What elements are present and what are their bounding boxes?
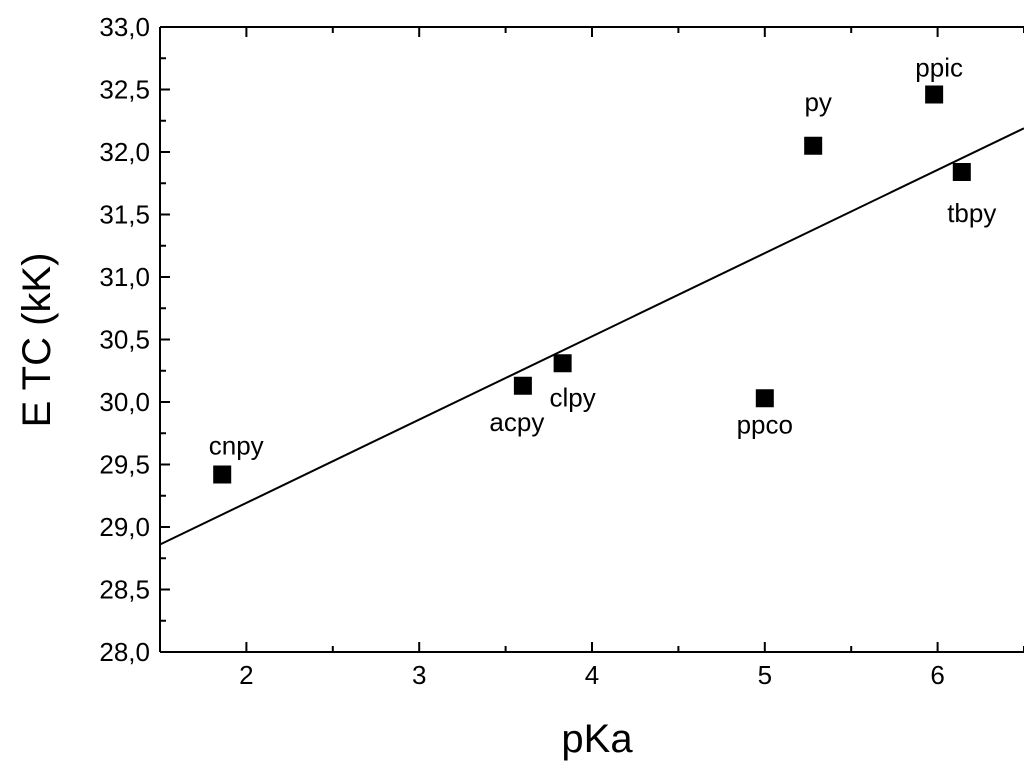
- x-axis-title: pKa: [561, 717, 633, 761]
- axis-ticks: 2 3 4 5 6 28,0 28,5 29,0 29,5 30,0 30,5 31,0 31,5 32,…: [99, 12, 1024, 690]
- y-tick-label: 32,5: [99, 75, 150, 105]
- point-label-ppic: ppic: [915, 53, 963, 83]
- y-tick-label: 29,0: [99, 512, 150, 542]
- y-tick-label: 28,0: [99, 637, 150, 667]
- data-point-acpy: [513, 376, 532, 395]
- point-label-tbpy: tbpy: [947, 198, 996, 228]
- y-axis-title: E TC (kK): [15, 253, 59, 428]
- point-label-acpy: acpy: [489, 407, 544, 437]
- y-tick-label: 29,5: [99, 450, 150, 480]
- x-tick-label: 5: [758, 660, 772, 690]
- y-tick-label: 30,0: [99, 387, 150, 417]
- data-point-py: [804, 136, 823, 155]
- data-points: [213, 85, 971, 484]
- data-point-ppco: [755, 389, 774, 408]
- point-label-ppco: ppco: [737, 409, 793, 439]
- x-tick-label: 6: [930, 660, 944, 690]
- data-point-tbpy: [952, 163, 971, 181]
- y-tick-label: 28,5: [99, 575, 150, 605]
- y-tick-label: 32,0: [99, 137, 150, 167]
- data-point-ppic: [925, 85, 944, 104]
- plot-frame: [159, 26, 1024, 653]
- y-tick-label: 31,5: [99, 200, 150, 230]
- y-tick-label: 30,5: [99, 325, 150, 355]
- fit-line: [159, 127, 1024, 546]
- y-tick-label: 33,0: [99, 12, 150, 42]
- y-tick-label: 31,0: [99, 262, 150, 292]
- data-point-clpy: [553, 354, 572, 373]
- x-tick-label: 2: [239, 660, 253, 690]
- point-label-cnpy: cnpy: [209, 431, 264, 461]
- data-point-cnpy: [213, 465, 232, 484]
- x-tick-label: 4: [585, 660, 599, 690]
- point-label-py: py: [804, 87, 831, 117]
- x-tick-label: 3: [412, 660, 426, 690]
- fit-line-group: [159, 127, 1024, 546]
- point-label-clpy: clpy: [549, 382, 595, 412]
